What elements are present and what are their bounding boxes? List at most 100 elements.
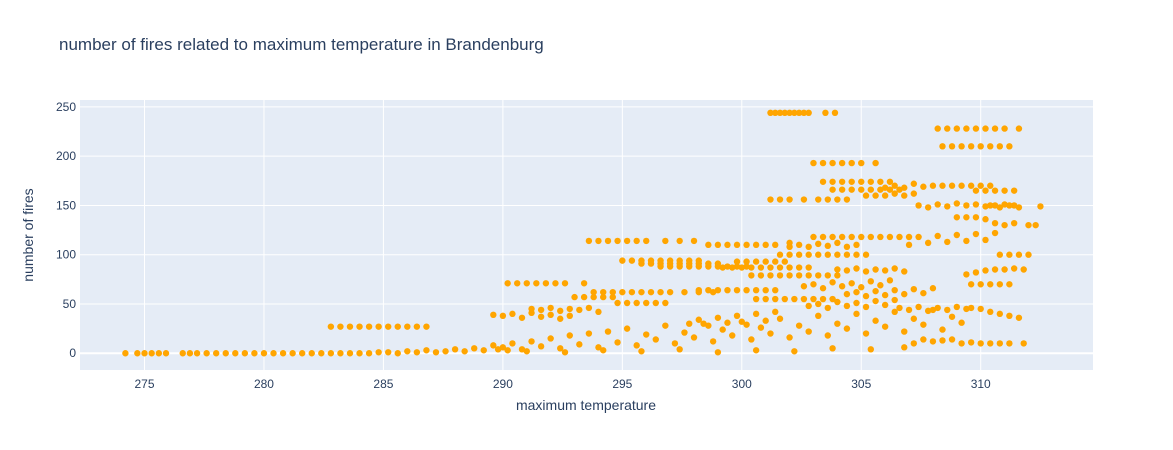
data-point[interactable]	[499, 312, 507, 320]
data-point[interactable]	[843, 251, 851, 258]
data-point[interactable]	[929, 285, 937, 292]
data-point[interactable]	[896, 304, 903, 312]
data-point[interactable]	[714, 241, 722, 249]
data-point[interactable]	[748, 336, 755, 343]
data-point[interactable]	[805, 264, 812, 271]
data-point[interactable]	[834, 251, 841, 258]
data-point[interactable]	[987, 308, 994, 316]
data-point[interactable]	[996, 143, 1004, 150]
data-point[interactable]	[365, 350, 373, 357]
data-point[interactable]	[509, 310, 516, 318]
data-point[interactable]	[795, 272, 803, 279]
data-point[interactable]	[881, 323, 889, 330]
data-point[interactable]	[939, 326, 946, 333]
data-point[interactable]	[829, 279, 836, 286]
data-point[interactable]	[963, 125, 970, 132]
data-point[interactable]	[948, 143, 956, 150]
data-point[interactable]	[762, 286, 769, 294]
data-point[interactable]	[867, 278, 875, 285]
data-point[interactable]	[972, 269, 980, 276]
data-point[interactable]	[666, 263, 674, 270]
data-point[interactable]	[609, 288, 616, 296]
data-point[interactable]	[733, 286, 741, 294]
data-point[interactable]	[748, 264, 755, 271]
data-point[interactable]	[657, 288, 664, 296]
data-point[interactable]	[829, 186, 836, 193]
data-point[interactable]	[776, 196, 784, 203]
data-point[interactable]	[609, 293, 616, 301]
data-point[interactable]	[805, 302, 812, 310]
data-point[interactable]	[791, 348, 798, 355]
data-point[interactable]	[901, 290, 908, 298]
data-point[interactable]	[786, 251, 793, 258]
data-point[interactable]	[915, 303, 922, 311]
data-point[interactable]	[834, 272, 841, 279]
data-point[interactable]	[767, 109, 774, 117]
data-point[interactable]	[690, 334, 698, 341]
data-point[interactable]	[566, 305, 573, 313]
data-point[interactable]	[676, 346, 683, 353]
data-point[interactable]	[791, 109, 798, 117]
data-point[interactable]	[480, 347, 487, 354]
data-point[interactable]	[657, 263, 664, 270]
data-point[interactable]	[537, 313, 545, 320]
data-point[interactable]	[1006, 202, 1013, 209]
data-point[interactable]	[552, 280, 559, 287]
data-point[interactable]	[920, 289, 927, 297]
data-point[interactable]	[743, 263, 750, 270]
data-point[interactable]	[901, 192, 908, 199]
data-point[interactable]	[967, 143, 975, 150]
data-point[interactable]	[795, 251, 803, 258]
data-point[interactable]	[891, 308, 898, 316]
data-point[interactable]	[580, 293, 588, 301]
data-point[interactable]	[1020, 340, 1027, 347]
data-point[interactable]	[595, 344, 602, 351]
data-point[interactable]	[772, 286, 779, 294]
data-point[interactable]	[752, 241, 760, 249]
data-point[interactable]	[1025, 221, 1032, 229]
data-point[interactable]	[948, 313, 956, 320]
data-point[interactable]	[781, 258, 788, 265]
data-point[interactable]	[977, 281, 984, 288]
data-point[interactable]	[838, 186, 846, 193]
data-point[interactable]	[795, 109, 803, 117]
data-point[interactable]	[795, 264, 803, 271]
data-point[interactable]	[953, 214, 961, 221]
data-point[interactable]	[819, 285, 827, 292]
data-point[interactable]	[643, 237, 650, 245]
data-point[interactable]	[614, 237, 621, 245]
data-point[interactable]	[676, 237, 683, 245]
data-point[interactable]	[733, 258, 741, 265]
data-point[interactable]	[791, 295, 798, 303]
data-point[interactable]	[843, 290, 851, 298]
data-point[interactable]	[810, 281, 817, 288]
data-point[interactable]	[776, 272, 784, 279]
data-point[interactable]	[862, 192, 870, 199]
data-point[interactable]	[705, 263, 712, 270]
data-point[interactable]	[600, 288, 607, 296]
data-point[interactable]	[958, 182, 965, 189]
data-point[interactable]	[963, 237, 970, 245]
data-point[interactable]	[800, 283, 808, 290]
data-point[interactable]	[141, 350, 148, 357]
data-point[interactable]	[432, 349, 440, 356]
data-point[interactable]	[662, 299, 669, 307]
data-point[interactable]	[423, 323, 430, 330]
data-point[interactable]	[810, 295, 817, 303]
data-point[interactable]	[542, 280, 550, 287]
data-point[interactable]	[251, 350, 258, 357]
data-point[interactable]	[270, 350, 277, 357]
data-point[interactable]	[614, 299, 621, 307]
data-point[interactable]	[1001, 201, 1008, 208]
data-point[interactable]	[934, 304, 941, 312]
data-point[interactable]	[643, 331, 650, 338]
data-point[interactable]	[633, 237, 640, 245]
data-point[interactable]	[186, 350, 194, 357]
data-point[interactable]	[762, 258, 769, 265]
data-point[interactable]	[719, 326, 726, 333]
data-point[interactable]	[977, 182, 984, 189]
data-point[interactable]	[327, 350, 335, 357]
data-point[interactable]	[490, 311, 497, 319]
data-point[interactable]	[924, 239, 932, 247]
data-point[interactable]	[385, 323, 392, 330]
